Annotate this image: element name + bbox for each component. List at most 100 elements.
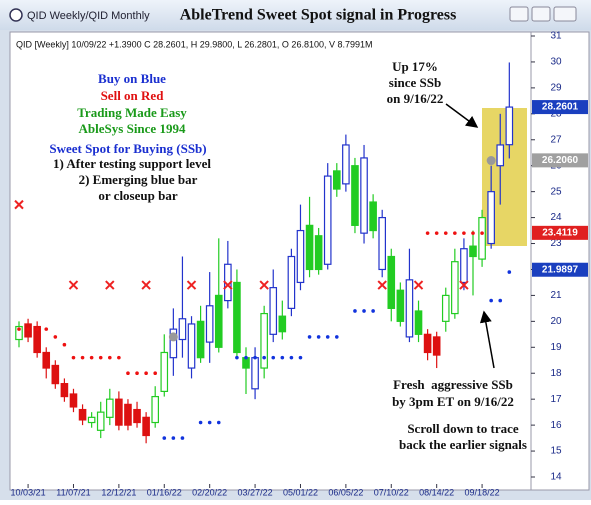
stop-dot	[462, 231, 466, 235]
stop-dot	[298, 355, 303, 360]
candle-body	[51, 364, 60, 385]
candle-body	[205, 305, 214, 343]
candle-body	[96, 411, 105, 431]
y-tick-label: 25	[550, 186, 562, 197]
price-tag-label: 23.4119	[542, 227, 578, 238]
close-button[interactable]	[553, 6, 577, 22]
stop-dot	[471, 231, 475, 235]
sell-mark	[459, 280, 469, 290]
price-tag-label: 28.2601	[542, 102, 579, 113]
y-tick-label: 17	[550, 394, 562, 405]
stop-dot	[434, 231, 439, 235]
candle-body	[269, 287, 278, 335]
maximize-button[interactable]	[531, 6, 551, 22]
stop-dot	[489, 298, 493, 303]
stop-dot	[371, 309, 375, 313]
stop-dot	[244, 355, 248, 360]
stop-dot	[153, 371, 157, 376]
arrow	[445, 103, 479, 128]
candle-body	[287, 255, 296, 309]
stop-dot	[53, 335, 58, 339]
ssb-mark	[168, 332, 178, 342]
sell-mark	[223, 280, 233, 290]
candle-body	[378, 216, 387, 271]
stop-dot	[262, 355, 266, 360]
y-tick-label: 15	[550, 446, 562, 457]
stop-dot	[198, 420, 203, 425]
y-tick-label: 14	[550, 472, 562, 483]
candle-body	[214, 294, 223, 348]
annotation: Buy on Blue	[98, 71, 166, 86]
stop-dot	[62, 342, 67, 347]
app-icon	[9, 8, 23, 22]
sell-mark	[105, 280, 115, 290]
header-info: QID [Weekly] 10/09/22 +1.3900 C 28.2601,…	[16, 39, 373, 49]
candle-body	[360, 157, 368, 234]
candle-body	[405, 279, 414, 338]
stop-dot	[44, 327, 49, 331]
annotation: back the earlier signals	[399, 437, 527, 452]
candle-body	[369, 201, 377, 232]
stop-dot	[235, 355, 239, 360]
chart-layer: 14151617181920212223242526272829303110/0…	[11, 31, 588, 497]
candle-body	[505, 106, 514, 146]
candle-body	[441, 294, 450, 322]
candle-body	[323, 175, 332, 265]
stop-dot	[425, 231, 430, 235]
annotation: Fresh aggressive SSb	[393, 377, 513, 392]
y-tick-label: 27	[550, 134, 562, 145]
stop-dot	[498, 298, 503, 303]
stop-dot	[335, 335, 339, 339]
x-tick-label: 01/16/22	[147, 487, 182, 497]
stop-dot	[117, 355, 121, 360]
x-tick-label: 10/03/21	[11, 487, 46, 497]
candle-body	[487, 191, 495, 245]
stop-dot	[289, 355, 294, 360]
candle-body	[133, 408, 141, 424]
x-tick-label: 07/10/22	[374, 487, 409, 497]
stop-dot	[216, 420, 221, 425]
ssb-mark	[486, 156, 496, 166]
price-tag	[532, 153, 588, 168]
stop-dot	[316, 335, 321, 339]
y-tick-label: 23	[550, 238, 562, 249]
stop-dot	[180, 436, 185, 440]
candle-body	[351, 165, 359, 226]
candle-body	[60, 383, 69, 398]
candle-body	[105, 398, 114, 418]
stop-dot	[80, 355, 85, 360]
candle-body	[387, 255, 396, 309]
candle-body	[87, 416, 96, 424]
stop-dot	[144, 371, 148, 376]
chart-title: AbleTrend Sweet Spot signal in Progress	[180, 7, 457, 24]
minimize-button[interactable]	[509, 6, 529, 22]
candle-body	[451, 261, 459, 315]
y-tick-label: 19	[550, 342, 562, 353]
stop-dot	[162, 436, 167, 440]
y-tick-label: 30	[550, 57, 562, 68]
annotation: Sell on Red	[101, 88, 165, 103]
window-buttons[interactable]	[509, 6, 577, 22]
candle-body	[432, 336, 441, 356]
sell-mark	[186, 280, 197, 290]
candle-body	[396, 289, 405, 322]
stop-dot	[307, 335, 312, 339]
stop-dot	[453, 231, 457, 235]
price-tag	[532, 100, 588, 115]
x-tick-label: 03/27/22	[238, 487, 273, 497]
stop-dot	[89, 355, 94, 360]
price-tag	[532, 262, 588, 277]
candle-body	[305, 224, 314, 271]
x-tick-label: 08/14/22	[419, 487, 454, 497]
y-tick-label: 31	[550, 31, 562, 42]
stop-dot	[108, 355, 112, 360]
candle-body	[151, 395, 160, 424]
candle-body	[278, 315, 287, 333]
candle-body	[187, 323, 196, 369]
stop-dot	[480, 231, 484, 235]
annotation: or closeup bar	[98, 188, 177, 203]
candle-body	[33, 325, 41, 354]
window-title: QID Weekly/QID Monthly	[27, 10, 150, 22]
x-tick-label: 11/07/21	[56, 487, 90, 497]
